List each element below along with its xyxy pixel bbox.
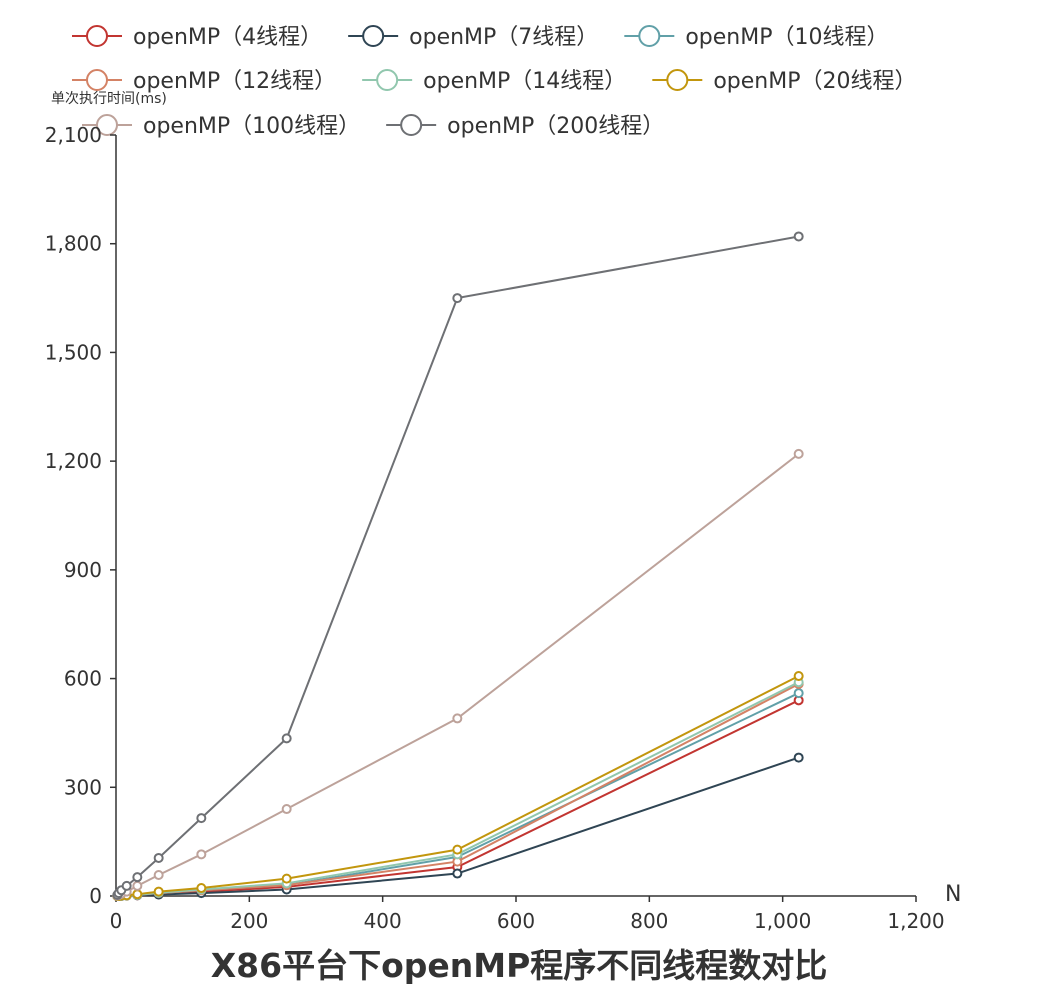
series-8 (112, 231, 804, 900)
x-tick-label: 800 (630, 909, 668, 933)
legend-label: openMP（10线程） (685, 25, 888, 50)
data-point[interactable] (132, 889, 143, 900)
legend-item[interactable]: openMP（4线程） (72, 25, 322, 50)
legend-label: openMP（12线程） (133, 69, 336, 94)
legend-marker-icon (400, 114, 423, 136)
x-tick-label: 400 (364, 909, 402, 933)
data-point[interactable] (452, 713, 463, 724)
legend-marker-icon (638, 25, 661, 47)
y-tick-label: 0 (89, 884, 102, 908)
chart-axes: 0 200 400 600 800 1,000 1,200 0 300 600 900 1,200 1,… (45, 123, 945, 933)
legend-item[interactable]: openMP（10线程） (624, 25, 888, 50)
y-tick-label: 1,500 (45, 340, 102, 364)
legend-label: openMP（7线程） (409, 25, 598, 50)
legend-item[interactable]: openMP（20线程） (652, 69, 916, 94)
chart-title: X86平台下openMP程序不同线程数对比 (211, 946, 828, 985)
legend-item[interactable]: openMP（100线程） (82, 114, 360, 139)
legend-item[interactable]: openMP（7线程） (348, 25, 598, 50)
legend-marker-icon (376, 69, 399, 91)
data-point[interactable] (793, 688, 804, 699)
legend-item[interactable]: openMP（14线程） (362, 69, 626, 94)
series-line (116, 453, 800, 897)
series-line (116, 235, 799, 896)
data-point[interactable] (132, 872, 143, 883)
legend-item[interactable]: openMP（12线程） (72, 69, 336, 94)
y-tick-label: 2,100 (45, 123, 102, 147)
y-tick-label: 600 (64, 667, 102, 691)
y-tick-label: 1,800 (45, 232, 102, 256)
legend-label: openMP（100线程） (143, 114, 360, 139)
data-point[interactable] (196, 813, 207, 824)
legend-label: openMP（20线程） (713, 69, 916, 94)
legend-label: openMP（4线程） (133, 25, 322, 50)
data-point[interactable] (196, 849, 207, 860)
data-point[interactable] (793, 448, 804, 459)
x-axis-label: N (945, 882, 961, 907)
data-point[interactable] (121, 880, 132, 891)
data-point[interactable] (153, 886, 164, 897)
legend-marker-icon (86, 69, 108, 91)
legend-marker-icon (96, 114, 118, 136)
x-tick-label: 1,000 (754, 909, 811, 933)
data-point[interactable] (196, 883, 207, 894)
data-point[interactable] (452, 293, 463, 304)
data-point[interactable] (281, 804, 292, 815)
legend-marker-icon (362, 25, 385, 47)
legend-label: openMP（14线程） (423, 69, 626, 94)
series-2 (112, 752, 804, 901)
legend-label: openMP（200线程） (447, 114, 664, 139)
y-tick-label: 1,200 (45, 449, 102, 473)
legend-item[interactable]: openMP（200线程） (386, 114, 664, 139)
data-point[interactable] (793, 752, 804, 763)
data-point[interactable] (281, 733, 292, 744)
y-axis-label: 单次执行时间(ms) (51, 91, 167, 107)
y-tick-label: 300 (64, 775, 102, 799)
data-point[interactable] (132, 880, 143, 891)
data-point[interactable] (281, 873, 292, 884)
series-7 (112, 448, 804, 901)
x-tick-label: 1,200 (887, 909, 944, 933)
data-point[interactable] (793, 231, 804, 242)
data-point[interactable] (153, 869, 164, 880)
chart-legend[interactable]: openMP（4线程） openMP（7线程） openMP（10线程） openMP… (72, 25, 916, 139)
legend-marker-icon (86, 25, 108, 47)
legend-marker-icon (666, 69, 689, 91)
data-point[interactable] (793, 671, 804, 682)
data-point[interactable] (452, 844, 463, 855)
x-tick-label: 200 (230, 909, 268, 933)
data-point[interactable] (153, 852, 164, 863)
x-tick-label: 600 (497, 909, 535, 933)
x-tick-label: 0 (110, 909, 123, 933)
y-tick-label: 900 (64, 558, 102, 582)
chart-series (112, 231, 804, 901)
data-point[interactable] (452, 868, 463, 879)
